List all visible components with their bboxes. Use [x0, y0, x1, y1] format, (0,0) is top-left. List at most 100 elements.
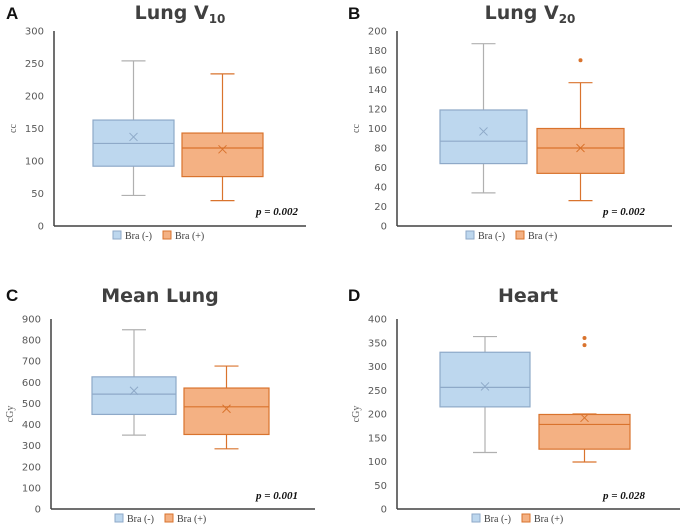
legend: Bra (-) Bra (+) [471, 513, 563, 525]
box-bra-minus [439, 335, 531, 454]
chart-title-main: Heart [498, 285, 558, 307]
y-tick-label: 500 [22, 399, 41, 410]
mean-marker [580, 413, 589, 423]
y-axis-label: cc [351, 124, 362, 133]
y-tick-label: 300 [368, 362, 387, 373]
y-tick-label: 400 [22, 420, 41, 431]
y-tick-label: 900 [22, 315, 41, 326]
chart-title: Lung V20 [485, 2, 576, 26]
legend: Bra (-) Bra (+) [112, 230, 204, 242]
y-tick-label: 140 [368, 85, 387, 96]
box-bra-plus [538, 336, 631, 463]
mean-marker [218, 144, 227, 154]
legend-label-bra-plus: Bra (+) [528, 231, 557, 242]
y-tick-label: 350 [368, 338, 387, 349]
y-tick-label: 200 [368, 27, 387, 38]
panel-d: D Heart 0 50 100 150 200 250 300 350 400 cGy p = 0.0… [348, 285, 680, 525]
legend: Bra (-) Bra (+) [114, 513, 206, 525]
y-tick-label: 700 [22, 357, 41, 368]
y-tick-label: 300 [22, 441, 41, 452]
legend-label-bra-minus: Bra (-) [484, 514, 511, 525]
panel-letter: C [6, 286, 18, 305]
chart-title: Heart [498, 285, 558, 307]
iqr-box [183, 387, 270, 436]
legend-swatch-bra-plus [164, 513, 174, 523]
y-tick-label: 250 [368, 386, 387, 397]
panel-b: B Lung V20020406080100120140160180200ccp … [348, 2, 672, 242]
iqr-box [538, 413, 631, 450]
legend-swatch-bra-minus [112, 230, 122, 240]
y-tick-label: 100 [368, 124, 387, 135]
y-tick-label: 800 [22, 336, 41, 347]
box-bra-plus [183, 365, 270, 450]
y-tick-label: 0 [381, 222, 387, 233]
y-tick-label: 200 [368, 410, 387, 421]
box-bra-plus [181, 73, 264, 202]
chart-title: Mean Lung [101, 285, 219, 307]
y-axis-label: cc [8, 124, 19, 133]
y-tick-label: 180 [368, 46, 387, 57]
p-value-label: p = 0.002 [255, 206, 299, 218]
chart-title-main: Lung V [485, 2, 559, 24]
legend-swatch-bra-plus [515, 230, 525, 240]
box-bra-minus [92, 60, 175, 197]
mean-marker [576, 143, 585, 153]
y-tick-label: 200 [25, 92, 44, 103]
chart-title: Lung V10 [135, 2, 226, 26]
y-tick-label: 200 [22, 462, 41, 473]
iqr-box [536, 127, 625, 174]
y-tick-label: 150 [25, 124, 44, 135]
legend-label-bra-minus: Bra (-) [125, 231, 152, 242]
y-tick-label: 20 [374, 202, 387, 213]
panel-c: C Mean Lung 0 100 200 300 400 500 600 700 800 900 cG… [5, 285, 315, 525]
chart-title-subscript: 20 [559, 12, 576, 26]
y-tick-label: 150 [368, 433, 387, 444]
y-tick-label: 160 [368, 66, 387, 77]
p-value-label: p = 0.028 [602, 490, 646, 502]
chart-title-main: Lung V [135, 2, 209, 24]
outlier-point [578, 58, 583, 63]
legend-swatch-bra-minus [471, 513, 481, 523]
mean-marker [480, 382, 490, 391]
legend-label-bra-minus: Bra (-) [478, 231, 505, 242]
panel-letter: A [6, 4, 18, 23]
mean-marker [222, 404, 231, 414]
y-tick-label: 0 [38, 222, 44, 233]
legend-swatch-bra-minus [465, 230, 475, 240]
box-bra-minus [91, 329, 177, 436]
box-bra-minus [439, 43, 528, 194]
iqr-box [439, 109, 528, 165]
legend-swatch-bra-plus [521, 513, 531, 523]
iqr-box [439, 351, 531, 408]
iqr-box [91, 376, 177, 416]
mean-marker [479, 127, 488, 136]
y-tick-label: 300 [25, 27, 44, 38]
y-tick-label: 600 [22, 378, 41, 389]
outlier-point [582, 343, 587, 348]
outlier-point [582, 336, 587, 340]
y-tick-label: 250 [25, 59, 44, 70]
y-axis-label: cGy [5, 406, 16, 423]
y-tick-label: 100 [368, 457, 387, 468]
y-axis-label: cGy [351, 406, 362, 423]
y-tick-label: 50 [31, 189, 44, 200]
y-tick-label: 80 [374, 144, 387, 155]
y-tick-label: 40 [374, 183, 387, 194]
panel-letter: D [348, 286, 360, 305]
p-value-label: p = 0.002 [602, 206, 646, 218]
legend-swatch-bra-minus [114, 513, 124, 523]
legend-label-bra-plus: Bra (+) [534, 514, 563, 525]
y-tick-label: 50 [374, 481, 387, 492]
y-tick-label: 100 [22, 483, 41, 494]
y-tick-label: 0 [35, 505, 41, 516]
y-tick-label: 60 [374, 163, 387, 174]
y-tick-label: 400 [368, 315, 387, 326]
y-tick-label: 0 [381, 505, 387, 516]
iqr-box [181, 132, 264, 178]
p-value-label: p = 0.001 [255, 490, 298, 502]
legend-label-bra-minus: Bra (-) [127, 514, 154, 525]
legend-label-bra-plus: Bra (+) [175, 231, 204, 242]
chart-title-main: Mean Lung [101, 285, 219, 307]
panel-letter: B [348, 4, 360, 23]
